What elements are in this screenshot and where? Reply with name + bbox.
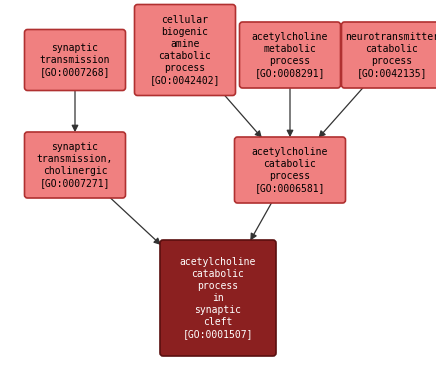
Text: synaptic
transmission
[GO:0007268]: synaptic transmission [GO:0007268] [40, 43, 110, 77]
Text: neurotransmitter
catabolic
process
[GO:0042135]: neurotransmitter catabolic process [GO:0… [345, 32, 436, 78]
Text: acetylcholine
catabolic
process
in
synaptic
cleft
[GO:0001507]: acetylcholine catabolic process in synap… [180, 257, 256, 339]
Text: cellular
biogenic
amine
catabolic
process
[GO:0042402]: cellular biogenic amine catabolic proces… [150, 15, 220, 85]
FancyBboxPatch shape [24, 30, 126, 90]
FancyBboxPatch shape [239, 22, 341, 88]
FancyBboxPatch shape [341, 22, 436, 88]
FancyBboxPatch shape [160, 240, 276, 356]
Text: synaptic
transmission,
cholinergic
[GO:0007271]: synaptic transmission, cholinergic [GO:0… [37, 142, 113, 188]
FancyBboxPatch shape [134, 4, 235, 96]
Text: acetylcholine
catabolic
process
[GO:0006581]: acetylcholine catabolic process [GO:0006… [252, 147, 328, 193]
FancyBboxPatch shape [24, 132, 126, 198]
Text: acetylcholine
metabolic
process
[GO:0008291]: acetylcholine metabolic process [GO:0008… [252, 32, 328, 78]
FancyBboxPatch shape [235, 137, 345, 203]
